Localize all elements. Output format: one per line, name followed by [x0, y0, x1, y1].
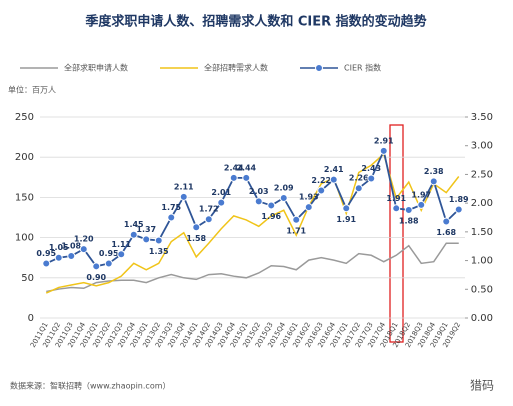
- y2-tick-label: 3.00: [471, 141, 493, 152]
- point: [354, 184, 363, 193]
- y-tick-label: 100: [15, 233, 34, 244]
- point: [292, 215, 301, 224]
- data-label: 0.95: [36, 249, 56, 258]
- chart-title: 季度求职申请人数、招聘需求人数和 CIER 指数的变动趋势: [84, 14, 426, 30]
- series-line: [45, 148, 460, 268]
- data-label: 2.44: [236, 163, 256, 172]
- point: [217, 198, 226, 207]
- data-label: 0.90: [86, 273, 106, 282]
- data-label: 2.43: [361, 164, 381, 173]
- y-tick-label: 200: [15, 152, 34, 163]
- point: [404, 206, 413, 215]
- data-label: 1.11: [111, 240, 131, 249]
- point: [304, 203, 313, 212]
- y-tick-label: 150: [15, 192, 34, 203]
- data-label: 2.26: [349, 174, 369, 183]
- point: [242, 173, 251, 182]
- point: [154, 236, 163, 245]
- data-label: 1.75: [161, 203, 181, 212]
- data-label: 2.09: [274, 183, 294, 192]
- data-label: 1.20: [74, 235, 94, 244]
- point: [129, 230, 138, 239]
- point: [179, 192, 188, 201]
- y2-tick-label: 3.50: [471, 112, 493, 123]
- data-label: 1.08: [61, 241, 81, 250]
- data-label: 1.05: [49, 243, 69, 252]
- data-label: 2.91: [374, 136, 394, 145]
- data-label: 1.37: [136, 225, 156, 234]
- point: [42, 259, 51, 268]
- point: [142, 235, 151, 244]
- y2-tick-label: 0.00: [471, 313, 493, 324]
- legend-label: CIER 指数: [344, 63, 381, 73]
- y2-tick-label: 1.50: [471, 227, 493, 238]
- data-label: 1.91: [386, 194, 406, 203]
- point: [254, 197, 263, 206]
- source: 数据来源：智联招聘（www.zhaopin.com）: [10, 381, 171, 391]
- data-label: 0.95: [99, 249, 119, 258]
- data-label: 1.89: [449, 195, 469, 204]
- point: [67, 251, 76, 260]
- y2-tick-label: 2.50: [471, 169, 493, 180]
- y2-tick-label: 0.50: [471, 284, 493, 295]
- data-label: 1.72: [199, 205, 219, 214]
- point: [329, 175, 338, 184]
- point: [192, 223, 201, 232]
- watermark: 猎码: [470, 379, 494, 393]
- data-label: 2.22: [311, 176, 331, 185]
- legend-label: 全部招聘需求人数: [204, 63, 268, 73]
- point: [429, 177, 438, 186]
- point: [317, 186, 326, 195]
- data-label: 1.45: [124, 220, 144, 229]
- point: [379, 146, 388, 155]
- series-line: [46, 242, 459, 293]
- data-label: 2.38: [424, 167, 444, 176]
- y2-tick-label: 1.00: [471, 256, 493, 267]
- data-label: 1.91: [336, 215, 356, 224]
- data-label: 2.44: [224, 163, 244, 172]
- data-label: 2.01: [211, 188, 231, 197]
- data-label: 1.88: [399, 217, 419, 226]
- y-tick-label: 0: [28, 313, 34, 324]
- point: [229, 173, 238, 182]
- point: [442, 217, 451, 226]
- point: [204, 215, 213, 224]
- point: [417, 200, 426, 209]
- point: [367, 174, 376, 183]
- data-label: 1.97: [411, 190, 431, 199]
- point: [342, 204, 351, 213]
- y-tick-label: 250: [15, 112, 34, 123]
- data-label: 1.58: [186, 234, 206, 243]
- legend-marker: [315, 64, 323, 72]
- data-label: 1.93: [299, 193, 319, 202]
- highlight-box: [389, 124, 404, 343]
- data-label: 1.71: [286, 226, 306, 235]
- point: [79, 245, 88, 254]
- point: [167, 213, 176, 222]
- data-label: 2.11: [174, 182, 194, 191]
- y2-tick-label: 2.00: [471, 198, 493, 209]
- point: [92, 262, 101, 271]
- data-label: 1.68: [436, 228, 456, 237]
- point: [104, 259, 113, 268]
- legend-label: 全部求职申请人数: [64, 63, 128, 73]
- data-label: 1.96: [261, 212, 281, 221]
- y-tick-label: 50: [21, 273, 34, 284]
- point: [267, 201, 276, 210]
- point: [117, 250, 126, 259]
- point: [392, 204, 401, 213]
- point: [54, 253, 63, 262]
- point: [279, 193, 288, 202]
- data-label: 2.41: [324, 165, 344, 174]
- data-label: 2.03: [249, 187, 269, 196]
- data-label: 1.35: [149, 247, 169, 256]
- point: [454, 205, 463, 214]
- unit-label: 单位：百万人: [8, 85, 56, 95]
